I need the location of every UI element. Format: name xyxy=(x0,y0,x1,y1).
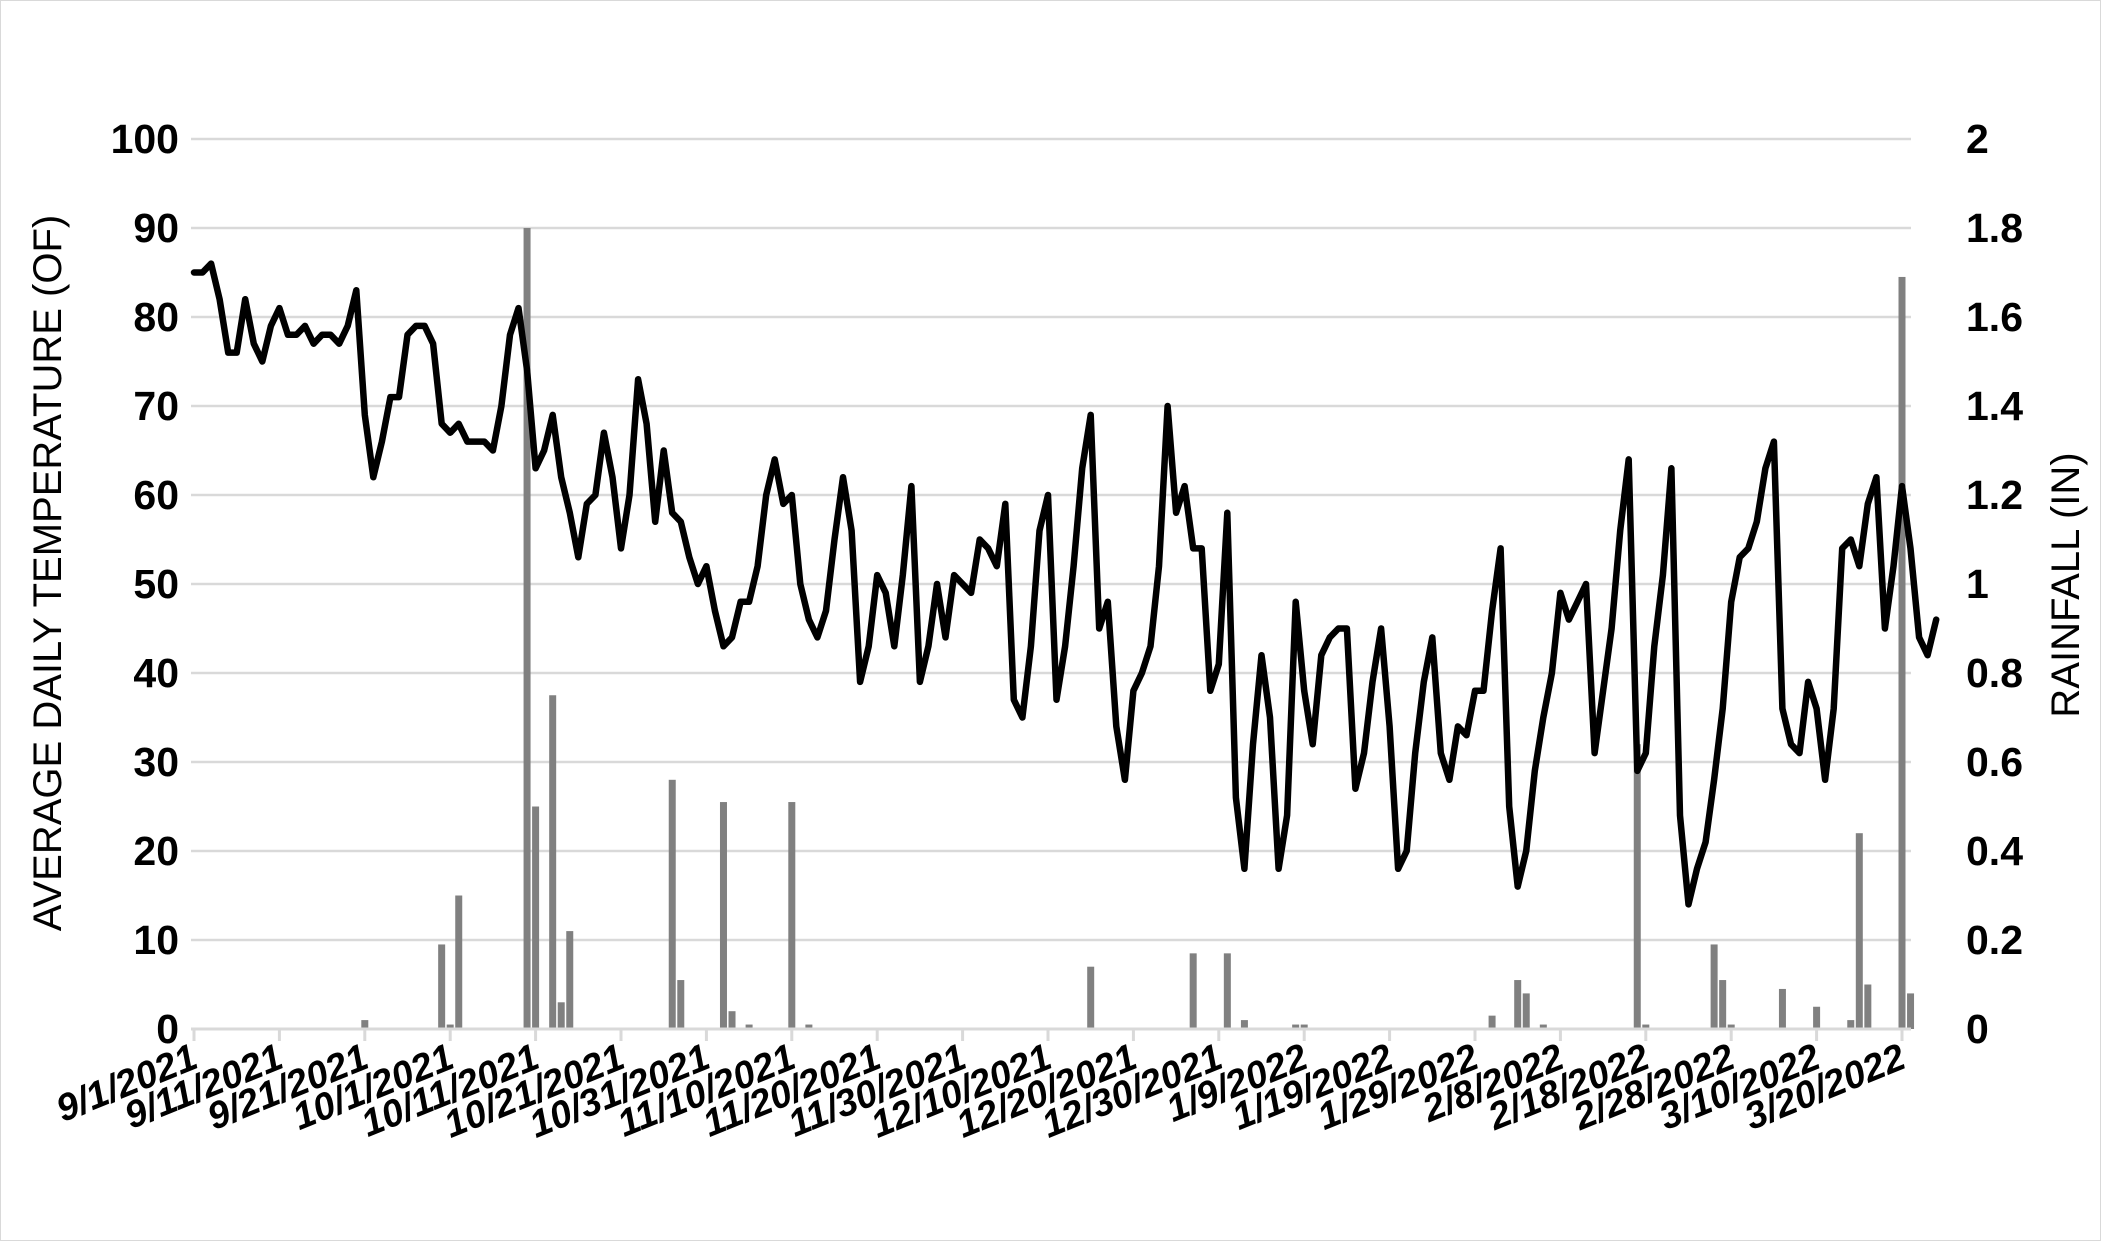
y-axis-title: AVERAGE DAILY TEMPERATURE (OF) xyxy=(26,215,70,931)
y2-tick-label: 1.4 xyxy=(1966,383,2023,429)
temperature-line-group xyxy=(190,260,1940,908)
rainfall-bar xyxy=(1710,944,1718,1029)
y-tick-label: 90 xyxy=(133,205,179,251)
rainfall-bar xyxy=(805,1024,813,1029)
rainfall-bar xyxy=(1813,1006,1821,1029)
rainfall-bar xyxy=(1292,1024,1300,1029)
y-tick-label: 60 xyxy=(133,472,179,518)
y2-tick-label: 0.6 xyxy=(1966,739,2023,785)
rainfall-bar xyxy=(1898,276,1906,1029)
rainfall-bar xyxy=(549,695,557,1029)
y-tick-label: 30 xyxy=(133,739,179,785)
rainfall-bar xyxy=(455,895,463,1029)
rainfall-bar xyxy=(728,1011,736,1029)
rainfall-bar xyxy=(1514,980,1522,1029)
rainfall-bar xyxy=(1240,1020,1248,1029)
rainfall-bar xyxy=(1855,833,1863,1029)
rainfall-bar xyxy=(1642,1024,1650,1029)
rainfall-bar xyxy=(745,1024,753,1029)
y2-tick-label: 0.4 xyxy=(1966,828,2023,874)
rainfall-bar xyxy=(1907,993,1915,1029)
rainfall-bar xyxy=(532,806,540,1029)
rainfall-bar xyxy=(1539,1024,1547,1029)
rainfall-bar xyxy=(719,802,727,1029)
rainfall-bar xyxy=(557,1002,565,1029)
y2-tick-label: 1.6 xyxy=(1966,294,2023,340)
y-tick-label: 40 xyxy=(133,650,179,696)
y2-tick-label: 1.8 xyxy=(1966,205,2023,251)
rainfall-bar xyxy=(668,779,676,1029)
y2-tick-label: 1.2 xyxy=(1966,472,2023,518)
rainfall-bar xyxy=(1189,953,1197,1029)
rainfall-bar xyxy=(446,1024,454,1029)
rainfall-bar xyxy=(1633,744,1641,1029)
x-axis xyxy=(191,1027,1911,1041)
rainfall-bar xyxy=(438,944,446,1029)
y2-tick-label: 0.2 xyxy=(1966,917,2023,963)
y-tick-label: 100 xyxy=(111,116,179,162)
y2-tick-label: 0 xyxy=(1966,1006,1989,1052)
rainfall-bar xyxy=(1864,984,1872,1029)
temperature-line xyxy=(190,260,1940,908)
y-tick-label: 0 xyxy=(156,1006,179,1052)
rainfall-bar xyxy=(1847,1020,1855,1029)
y2-tick-label: 2 xyxy=(1966,116,1989,162)
y-tick-label: 10 xyxy=(133,917,179,963)
y2-tick-label: 0.8 xyxy=(1966,650,2023,696)
rainfall-bar xyxy=(1488,1015,1496,1029)
rainfall-bar xyxy=(1300,1024,1308,1029)
y-tick-label: 70 xyxy=(133,383,179,429)
rainfall-bar xyxy=(1778,988,1786,1029)
rainfall-bar xyxy=(361,1020,369,1029)
rainfall-bar xyxy=(788,802,796,1029)
y-tick-label: 20 xyxy=(133,828,179,874)
rainfall-bar xyxy=(1727,1024,1735,1029)
rainfall-bar xyxy=(1719,980,1727,1029)
y2-tick-label: 1 xyxy=(1966,561,1989,607)
rainfall-bars xyxy=(361,228,1915,1029)
rainfall-bar xyxy=(566,931,574,1029)
y-tick-label: 50 xyxy=(133,561,179,607)
rainfall-bar xyxy=(1223,953,1231,1029)
rainfall-bar xyxy=(1087,966,1095,1029)
rainfall-bar xyxy=(1522,993,1530,1029)
y2-axis-title: RAINFALL (IN) xyxy=(2044,452,2088,717)
rainfall-bar xyxy=(523,228,531,1029)
y-tick-label: 80 xyxy=(133,294,179,340)
rainfall-bar xyxy=(677,980,685,1029)
